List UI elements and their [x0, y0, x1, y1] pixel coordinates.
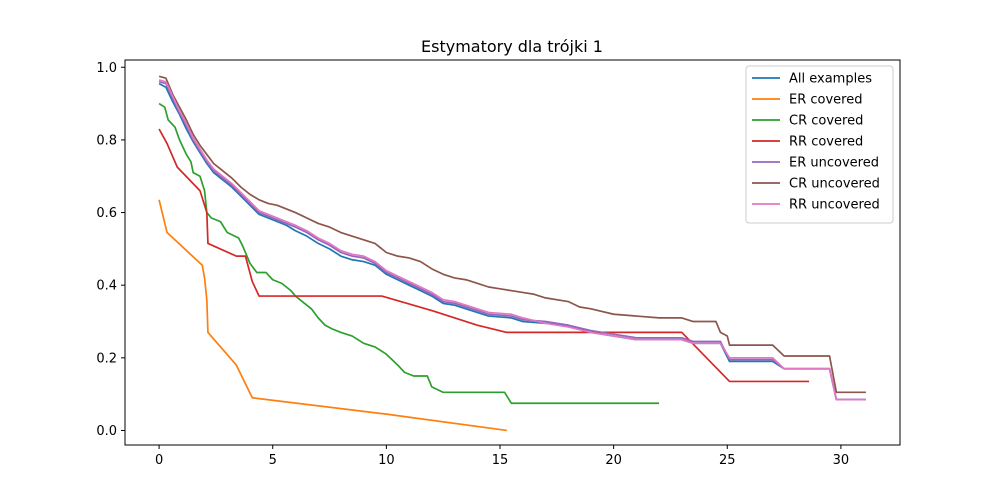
legend-entry-label: ER uncovered: [789, 156, 879, 171]
series-line-rr-covered: [158, 128, 810, 383]
y-tick-label: 0.0: [96, 424, 117, 439]
y-tick-label: 0.8: [96, 133, 117, 148]
x-tick-label: 10: [378, 453, 395, 468]
x-tick-label: 30: [833, 453, 850, 468]
x-tick-label: 15: [492, 453, 509, 468]
series-line-cr-covered: [158, 102, 660, 405]
series-line-er-uncovered: [158, 80, 866, 401]
y-tick-label: 0.4: [96, 279, 117, 294]
axes-frame: [124, 59, 901, 446]
series-lines: [158, 75, 866, 432]
chart-title: Estymatory dla trójki 1: [421, 37, 603, 56]
x-tick-label: 0: [155, 453, 163, 468]
x-tick-label: 25: [719, 453, 736, 468]
series-line-rr-uncovered: [158, 79, 866, 401]
y-tick-label: 1.0: [96, 61, 117, 76]
axes: 0 5 10 15 20 25 30 0.0 0.2 0.4 0.6 0.8 1.0: [96, 59, 901, 468]
series-line-cr-uncovered: [158, 75, 866, 394]
legend: All examples ER covered CR covered RR cover…: [745, 65, 894, 224]
legend-entry-label: RR covered: [789, 135, 863, 150]
legend-entry-label: CR uncovered: [789, 177, 880, 192]
y-tick-label: 0.2: [96, 351, 117, 366]
series-line-er-covered: [158, 199, 507, 432]
legend-entry-label: All examples: [789, 72, 872, 87]
y-tick-label: 0.6: [96, 206, 117, 221]
legend-entry-label: ER covered: [789, 93, 862, 108]
legend-entry-label: RR uncovered: [789, 198, 880, 213]
legend-box: [745, 65, 894, 224]
x-tick-label: 5: [269, 453, 277, 468]
x-tick-label: 20: [605, 453, 622, 468]
legend-entry-label: CR covered: [789, 114, 863, 129]
